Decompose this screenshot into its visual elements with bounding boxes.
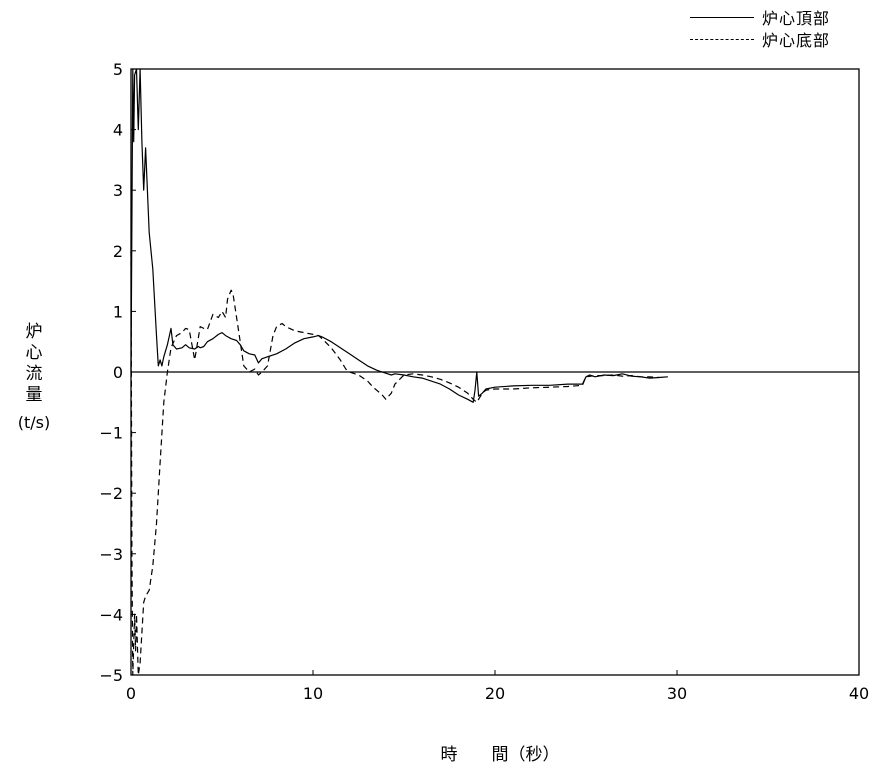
y-axis-title-char: 心 <box>25 343 43 363</box>
y-axis-title-char: 流 <box>25 364 43 384</box>
legend-swatch-dashed <box>690 38 754 40</box>
legend-item-core-bottom: 炉心底部 <box>690 28 860 50</box>
y-axis-label: 炉心流量 (t/s) <box>6 322 62 433</box>
y-tick-label: 0 <box>113 363 123 382</box>
series-line-core-top <box>130 68 668 403</box>
series-line-core-bottom <box>130 250 659 676</box>
y-tick-label: −2 <box>99 484 123 503</box>
y-tick-label: −3 <box>99 545 123 564</box>
y-tick-label: 3 <box>113 181 123 200</box>
x-tick-label: 10 <box>303 684 323 703</box>
x-tick-label: 30 <box>667 684 687 703</box>
x-axis-ticks: 0 10 20 30 40 <box>126 670 869 703</box>
y-tick-label: 2 <box>113 242 123 261</box>
legend: 炉心頂部 炉心底部 <box>690 6 860 50</box>
x-axis-label: 時 間（秒） <box>440 745 560 765</box>
y-tick-label: −4 <box>99 605 123 624</box>
y-tick-label: 4 <box>113 121 123 140</box>
plot-frame <box>130 68 860 676</box>
x-tick-label: 40 <box>849 684 869 703</box>
y-tick-label: −5 <box>99 666 123 685</box>
x-tick-label: 0 <box>126 684 136 703</box>
legend-label-core-top: 炉心頂部 <box>762 9 831 28</box>
series-layer <box>130 68 668 676</box>
y-axis-unit: (t/s) <box>17 413 51 432</box>
y-axis-title-char: 炉 <box>25 322 43 342</box>
y-axis-ticks: −5 −4 −3 −2 −1 0 1 2 3 4 5 <box>99 60 136 685</box>
y-tick-label: 1 <box>113 302 123 321</box>
legend-swatch-solid <box>690 16 754 18</box>
y-tick-label: −1 <box>99 424 123 443</box>
y-axis-title: 炉心流量 <box>6 322 62 406</box>
legend-label-core-bottom: 炉心底部 <box>762 31 831 50</box>
y-tick-label: 5 <box>113 60 123 79</box>
legend-item-core-top: 炉心頂部 <box>690 6 860 28</box>
y-axis-title-char: 量 <box>25 385 43 405</box>
x-tick-label: 20 <box>485 684 505 703</box>
